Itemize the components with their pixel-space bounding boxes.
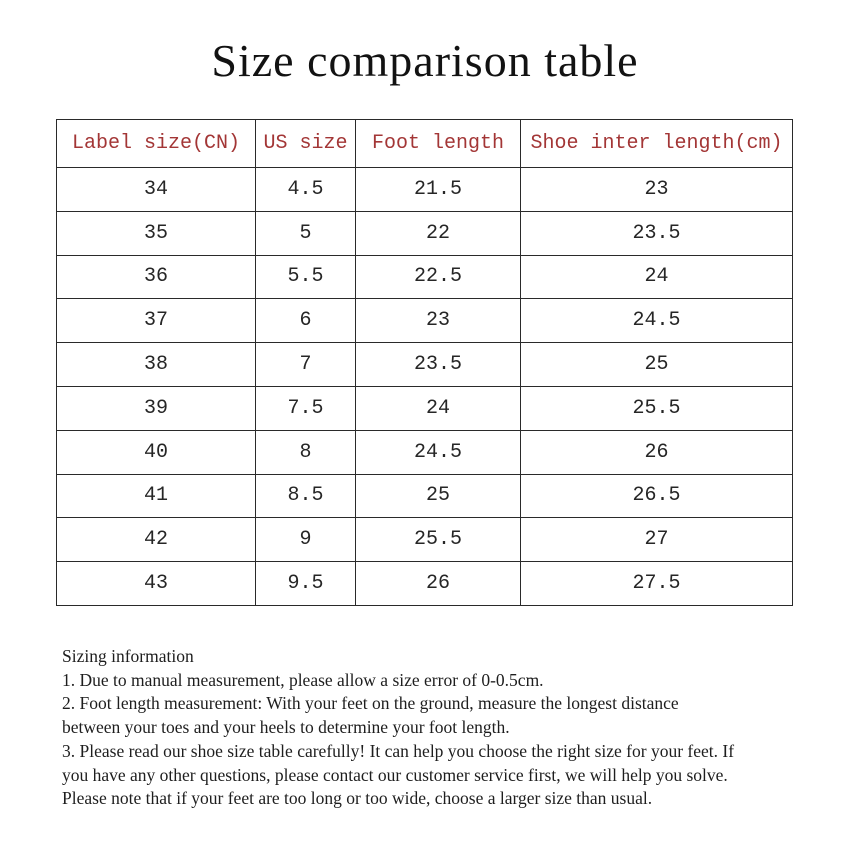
table-cell: 7	[255, 342, 356, 387]
table-cell: 37	[56, 298, 256, 344]
table-row: 36 5.5 22.5 24	[56, 254, 793, 300]
table-cell: 9.5	[255, 561, 356, 606]
table-row: 39 7.5 24 25.5	[56, 385, 793, 431]
table-cell: 23.5	[355, 342, 521, 387]
table-cell: 26	[520, 429, 793, 475]
table-cell: 23	[520, 167, 793, 212]
table-row: 34 4.5 21.5 23	[56, 167, 793, 212]
table-body: 34 4.5 21.5 23 35 5 22 23.5 36 5.5 22.5 24 37 6 23 24.5…	[56, 167, 793, 606]
column-header: Label size(CN)	[56, 119, 256, 168]
column-header: Foot length	[355, 119, 521, 168]
table-cell: 34	[56, 167, 256, 212]
table-cell: 23.5	[520, 210, 793, 256]
note-line: 1. Due to manual measurement, please all…	[62, 669, 544, 690]
table-cell: 4.5	[255, 167, 356, 212]
table-cell: 22.5	[355, 254, 521, 300]
note-line: you have any other questions, please con…	[62, 764, 728, 785]
table-cell: 21.5	[355, 167, 521, 212]
table-cell: 25.5	[355, 517, 521, 563]
table-cell: 24.5	[355, 429, 521, 475]
note-line: Please note that if your feet are too lo…	[62, 788, 653, 809]
table-cell: 6	[255, 298, 356, 344]
size-comparison-table: Label size(CN) US size Foot length Shoe int…	[56, 119, 793, 606]
table-cell: 24	[520, 254, 793, 300]
table-row: 35 5 22 23.5	[56, 210, 793, 256]
table-cell: 43	[56, 561, 256, 606]
table-row: 38 7 23.5 25	[56, 342, 793, 387]
table-cell: 5.5	[255, 254, 356, 300]
table-row: 37 6 23 24.5	[56, 298, 793, 344]
note-line: between your toes and your heels to dete…	[62, 717, 510, 738]
table-row: 43 9.5 26 27.5	[56, 561, 793, 606]
column-header: Shoe inter length(cm)	[520, 119, 793, 168]
table-cell: 9	[255, 517, 356, 563]
table-row: 41 8.5 25 26.5	[56, 473, 793, 519]
note-line: 2. Foot length measurement: With your fe…	[62, 693, 679, 714]
sizing-notes: Sizing information 1. Due to manual measu…	[62, 645, 802, 811]
table-cell: 26	[355, 561, 521, 606]
column-header: US size	[255, 119, 356, 168]
table-cell: 24	[355, 385, 521, 431]
table-cell: 41	[56, 473, 256, 519]
table-row: 40 8 24.5 26	[56, 429, 793, 475]
table-cell: 25.5	[520, 385, 793, 431]
header-row: Label size(CN) US size Foot length Shoe int…	[56, 119, 793, 168]
table-cell: 36	[56, 254, 256, 300]
table-cell: 5	[255, 210, 356, 256]
table-cell: 35	[56, 210, 256, 256]
table-cell: 26.5	[520, 473, 793, 519]
table-cell: 27.5	[520, 561, 793, 606]
table-header: Label size(CN) US size Foot length Shoe int…	[56, 119, 793, 168]
page-title: Size comparison table	[211, 35, 639, 86]
table-cell: 8.5	[255, 473, 356, 519]
table-cell: 27	[520, 517, 793, 563]
table-cell: 25	[355, 473, 521, 519]
table-row: 42 9 25.5 27	[56, 517, 793, 563]
table-cell: 40	[56, 429, 256, 475]
table-cell: 38	[56, 342, 256, 387]
table-cell: 24.5	[520, 298, 793, 344]
note-line: 3. Please read our shoe size table caref…	[62, 740, 735, 761]
table-cell: 39	[56, 385, 256, 431]
table-cell: 7.5	[255, 385, 356, 431]
table-cell: 42	[56, 517, 256, 563]
note-line: Sizing information	[62, 646, 194, 666]
table-cell: 23	[355, 298, 521, 344]
table-cell: 22	[355, 210, 521, 256]
table-cell: 25	[520, 342, 793, 387]
table-cell: 8	[255, 429, 356, 475]
